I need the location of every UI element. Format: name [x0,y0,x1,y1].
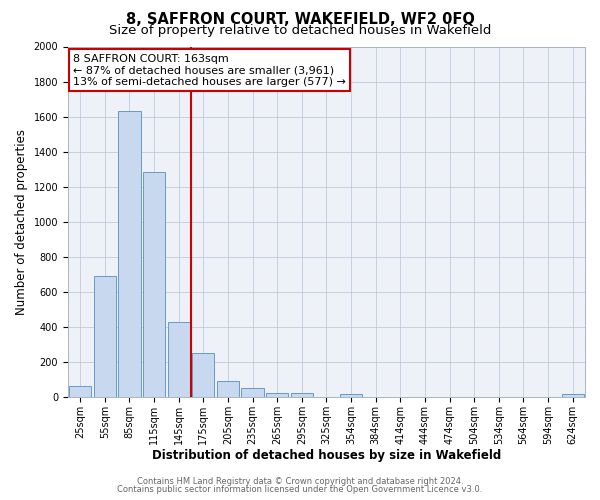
Bar [241,388,263,397]
Bar [69,386,91,397]
Bar [118,112,140,397]
Bar [167,322,190,397]
X-axis label: Distribution of detached houses by size in Wakefield: Distribution of detached houses by size … [152,450,501,462]
Bar [143,172,165,397]
Text: Contains HM Land Registry data © Crown copyright and database right 2024.: Contains HM Land Registry data © Crown c… [137,477,463,486]
Bar [266,392,288,397]
Bar [340,394,362,397]
Bar [291,394,313,397]
Y-axis label: Number of detached properties: Number of detached properties [15,128,28,314]
Text: Size of property relative to detached houses in Wakefield: Size of property relative to detached ho… [109,24,491,37]
Text: 8, SAFFRON COURT, WAKEFIELD, WF2 0FQ: 8, SAFFRON COURT, WAKEFIELD, WF2 0FQ [125,12,475,28]
Text: 8 SAFFRON COURT: 163sqm
← 87% of detached houses are smaller (3,961)
13% of semi: 8 SAFFRON COURT: 163sqm ← 87% of detache… [73,54,346,86]
Text: Contains public sector information licensed under the Open Government Licence v3: Contains public sector information licen… [118,485,482,494]
Bar [562,394,584,397]
Bar [217,381,239,397]
Bar [192,353,214,397]
Bar [94,276,116,397]
